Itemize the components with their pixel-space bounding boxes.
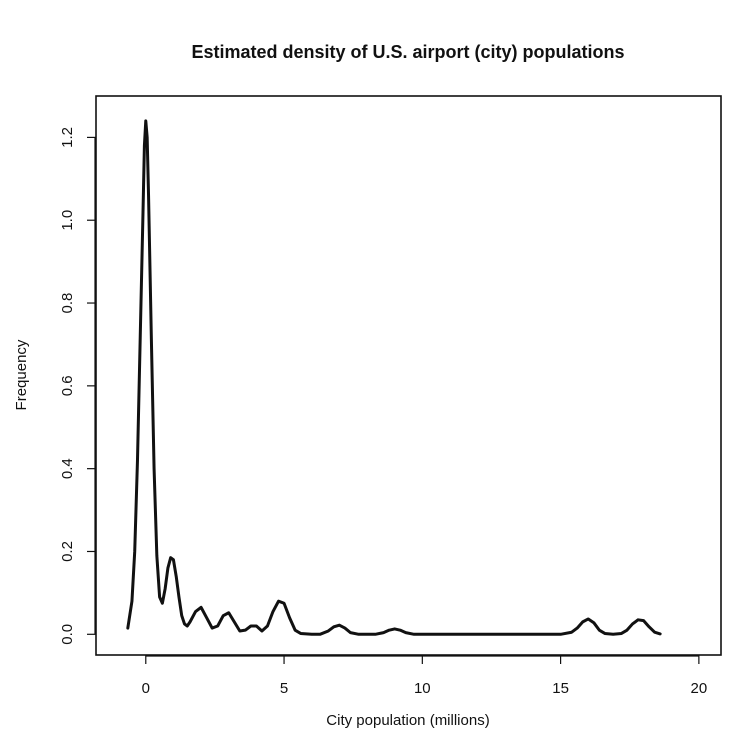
x-tick-label: 20: [691, 680, 708, 697]
y-axis: 0.0 0.2 0.4 0.6 0.8 1.0 1.2: [59, 127, 96, 645]
y-tick-label: 0.4: [59, 458, 76, 479]
density-curve: [126, 119, 662, 636]
y-axis-label: Frequency: [13, 339, 30, 410]
x-tick-label: 5: [280, 680, 288, 697]
x-axis: 0 5 10 15 20: [142, 655, 708, 697]
y-tick-label: 0.0: [59, 624, 76, 645]
chart-title: Estimated density of U.S. airport (city)…: [191, 42, 624, 62]
y-tick-label: 0.2: [59, 541, 76, 562]
y-tick-label: 1.2: [59, 127, 76, 148]
x-axis-label: City population (millions): [326, 712, 489, 729]
plot-frame: [95, 95, 722, 656]
y-tick-label: 0.8: [59, 293, 76, 314]
x-tick-label: 0: [142, 680, 150, 697]
x-tick-label: 10: [414, 680, 431, 697]
x-tick-label: 15: [552, 680, 569, 697]
y-tick-label: 1.0: [59, 210, 76, 231]
y-tick-label: 0.6: [59, 375, 76, 396]
